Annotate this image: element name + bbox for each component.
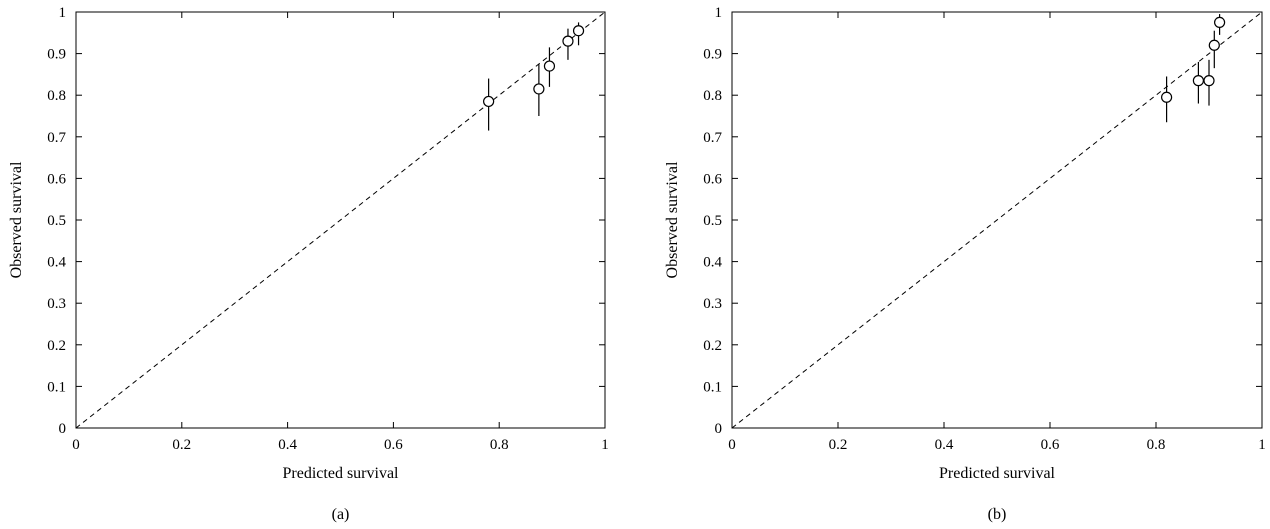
panel-caption: (a) xyxy=(332,506,350,523)
data-point xyxy=(1192,75,1205,87)
x-tick-label: 0.2 xyxy=(172,437,191,453)
y-tick-label: 0.8 xyxy=(703,88,722,104)
x-tick-label: 0 xyxy=(72,437,80,453)
data-point xyxy=(562,35,574,47)
data-point xyxy=(543,60,556,72)
x-axis-title: Predicted survival xyxy=(939,465,1056,482)
y-tick-label: 0.3 xyxy=(703,296,722,312)
x-tick-label: 0.6 xyxy=(384,437,403,453)
panel-a: 0 0.2 0.4 0.6 0.8 1 0 0.1 0.2 0.3 0.4 0.5 0.6 0.7 0.8 0… xyxy=(8,5,609,523)
y-tick-label: 0.6 xyxy=(703,171,722,187)
data-point xyxy=(483,95,495,108)
x-tick-label: 0.4 xyxy=(278,437,297,453)
data-point xyxy=(533,83,545,95)
y-tick-label: 0.4 xyxy=(47,255,66,271)
y-tick-label: 0.1 xyxy=(47,379,66,395)
y-tick-label: 0.2 xyxy=(703,338,722,354)
data-point xyxy=(1213,16,1226,28)
data-point xyxy=(572,25,585,37)
x-tick-label: 0.2 xyxy=(829,437,848,453)
y-tick-label: 0.6 xyxy=(47,171,66,187)
y-tick-label: 0.7 xyxy=(703,130,722,146)
y-tick-label: 0.9 xyxy=(703,47,722,63)
panel-b: 0 0.2 0.4 0.6 0.8 1 0 0.1 0.2 0.3 0.4 0.5 0.6 0.7 0.8 0… xyxy=(664,5,1266,523)
data-point xyxy=(1203,75,1215,87)
x-tick-label: 1 xyxy=(1258,437,1266,453)
y-tick-label: 0 xyxy=(59,421,67,437)
x-tick-label: 0.4 xyxy=(935,437,954,453)
y-tick-label: 1 xyxy=(59,5,67,21)
x-tick-label: 0.6 xyxy=(1041,437,1060,453)
x-tick-label: 0 xyxy=(728,437,736,453)
y-tick-label: 0.5 xyxy=(703,213,722,229)
y-tick-label: 0.5 xyxy=(47,213,66,229)
reference-line xyxy=(75,11,606,429)
data-point xyxy=(1208,39,1220,51)
x-tick-label: 1 xyxy=(601,437,609,453)
y-tick-label: 0.1 xyxy=(703,379,722,395)
y-tick-label: 0.2 xyxy=(47,338,66,354)
y-axis-title: Observed survival xyxy=(664,161,681,278)
y-tick-label: 0.8 xyxy=(47,88,66,104)
y-tick-label: 0.4 xyxy=(703,255,722,271)
y-tick-label: 0.7 xyxy=(47,130,66,146)
x-tick-label: 0.8 xyxy=(490,437,509,453)
y-tick-label: 0 xyxy=(715,421,723,437)
panel-caption: (b) xyxy=(988,506,1007,523)
x-axis-title: Predicted survival xyxy=(283,465,400,482)
data-point xyxy=(1160,91,1173,103)
y-tick-label: 0.9 xyxy=(47,47,66,63)
x-tick-label: 0.8 xyxy=(1147,437,1166,453)
reference-line xyxy=(731,11,1263,429)
y-tick-label: 0.3 xyxy=(47,296,66,312)
y-axis-title: Observed survival xyxy=(8,161,25,278)
y-tick-label: 1 xyxy=(715,5,723,21)
